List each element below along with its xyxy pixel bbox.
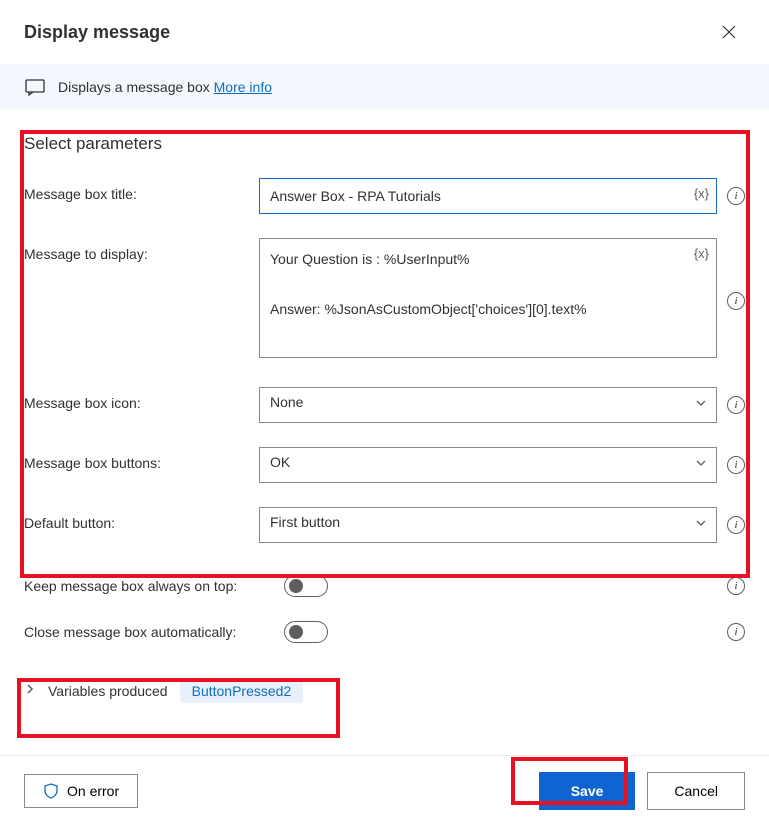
row-buttons: Message box buttons: OK i <box>24 447 745 483</box>
label-buttons: Message box buttons: <box>24 447 259 471</box>
row-default: Default button: First button i <box>24 507 745 543</box>
input-message-box-title[interactable] <box>259 178 717 214</box>
info-icon[interactable]: i <box>727 396 745 414</box>
parameters-section: Select parameters Message box title: {x}… <box>0 110 769 571</box>
row-ontop: Keep message box always on top: i <box>0 575 769 597</box>
variables-produced-row: Variables produced ButtonPressed2 <box>0 667 769 715</box>
info-icon[interactable]: i <box>727 292 745 310</box>
footer-actions: Save Cancel <box>539 772 745 810</box>
message-icon <box>24 76 46 98</box>
row-message: Message to display: {x} i <box>24 238 745 363</box>
shield-icon <box>43 783 59 799</box>
more-info-link[interactable]: More info <box>214 79 272 95</box>
on-error-button[interactable]: On error <box>24 774 138 808</box>
label-ontop: Keep message box always on top: <box>24 578 284 594</box>
label-message: Message to display: <box>24 238 259 262</box>
select-message-box-icon[interactable]: None <box>259 387 717 423</box>
row-title: Message box title: {x} i <box>24 178 745 214</box>
on-error-label: On error <box>67 783 119 799</box>
toggle-knob <box>289 579 303 593</box>
info-icon[interactable]: i <box>727 577 745 595</box>
close-icon <box>722 25 736 39</box>
input-message-to-display[interactable] <box>259 238 717 358</box>
row-icon: Message box icon: None i <box>24 387 745 423</box>
info-icon[interactable]: i <box>727 456 745 474</box>
chevron-right-icon[interactable] <box>24 682 36 700</box>
dialog-title: Display message <box>24 22 170 43</box>
variable-token-button[interactable]: {x} <box>694 246 709 261</box>
toggle-close-automatically[interactable] <box>284 621 328 643</box>
label-title: Message box title: <box>24 178 259 202</box>
toggle-knob <box>289 625 303 639</box>
save-button[interactable]: Save <box>539 772 636 810</box>
info-banner: Displays a message box More info <box>0 64 769 110</box>
variable-chip[interactable]: ButtonPressed2 <box>180 679 304 703</box>
select-message-box-buttons[interactable]: OK <box>259 447 717 483</box>
section-title: Select parameters <box>24 134 745 154</box>
banner-description: Displays a message box <box>58 79 214 95</box>
cancel-button[interactable]: Cancel <box>647 772 745 810</box>
label-default: Default button: <box>24 507 259 531</box>
label-icon: Message box icon: <box>24 387 259 411</box>
close-button[interactable] <box>713 16 745 48</box>
info-icon[interactable]: i <box>727 187 745 205</box>
variable-token-button[interactable]: {x} <box>694 186 709 201</box>
banner-text: Displays a message box More info <box>58 79 272 95</box>
info-icon[interactable]: i <box>727 516 745 534</box>
row-autoclose: Close message box automatically: i <box>0 621 769 643</box>
variables-produced-label: Variables produced <box>48 683 168 699</box>
label-autoclose: Close message box automatically: <box>24 624 284 640</box>
info-icon[interactable]: i <box>727 623 745 641</box>
toggle-always-on-top[interactable] <box>284 575 328 597</box>
select-default-button[interactable]: First button <box>259 507 717 543</box>
dialog-header: Display message <box>0 0 769 64</box>
dialog-footer: On error Save Cancel <box>0 755 769 826</box>
